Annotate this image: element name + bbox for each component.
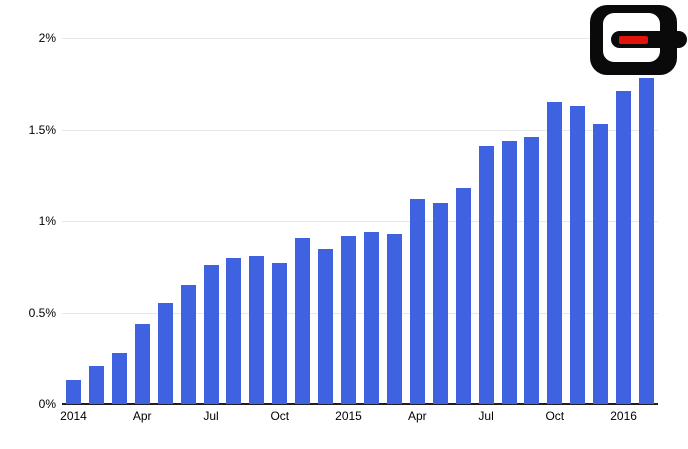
business-insider-b-logo: [590, 5, 687, 75]
bar[interactable]: [318, 248, 334, 404]
bar[interactable]: [524, 136, 540, 404]
y-axis-tick-label: 0.5%: [28, 305, 56, 320]
x-axis-tick-label: 2016: [610, 409, 637, 423]
bar[interactable]: [547, 102, 563, 404]
x-axis-tick-label: Apr: [407, 409, 427, 423]
bar[interactable]: [432, 202, 448, 404]
gridline: [62, 129, 658, 131]
y-axis-tick-label: 0%: [38, 397, 56, 411]
bar[interactable]: [616, 91, 632, 404]
y-axis-tick-label: 2%: [38, 31, 56, 45]
bar[interactable]: [593, 124, 609, 404]
bar[interactable]: [341, 235, 356, 404]
bar[interactable]: [66, 380, 81, 404]
x-axis-tick-label: 2015: [335, 409, 362, 423]
bar[interactable]: [386, 233, 402, 404]
x-axis-tick-label: Jul: [203, 409, 219, 423]
bar[interactable]: [134, 323, 150, 404]
gridline: [62, 38, 658, 39]
y-axis-tick-label: 1%: [38, 214, 56, 228]
bar[interactable]: [501, 140, 517, 404]
bar[interactable]: [226, 257, 242, 404]
x-axis-tick-label: 2014: [60, 409, 87, 423]
x-axis-tick-label: Jul: [478, 409, 494, 423]
bar[interactable]: [409, 199, 425, 404]
x-axis-tick-label: Apr: [132, 409, 152, 423]
bar[interactable]: [111, 352, 127, 404]
x-axis-line: [62, 403, 658, 405]
gridline: [62, 312, 658, 314]
logo-red-dash-icon: [619, 36, 648, 44]
bar[interactable]: [272, 263, 288, 404]
x-axis-tick-label: Oct: [270, 409, 290, 423]
bar[interactable]: [570, 105, 586, 404]
bar[interactable]: [295, 237, 311, 404]
bar[interactable]: [364, 232, 379, 404]
bar[interactable]: [157, 303, 173, 405]
bar[interactable]: [249, 255, 265, 404]
bar[interactable]: [180, 285, 196, 405]
x-axis-tick-label: Oct: [545, 409, 565, 423]
bar[interactable]: [88, 365, 104, 404]
bar[interactable]: [455, 188, 471, 404]
y-axis-tick-label: 1.5%: [28, 122, 56, 137]
bar[interactable]: [478, 146, 494, 404]
gridline: [62, 221, 658, 222]
bar[interactable]: [203, 264, 219, 404]
bar[interactable]: [639, 78, 654, 404]
